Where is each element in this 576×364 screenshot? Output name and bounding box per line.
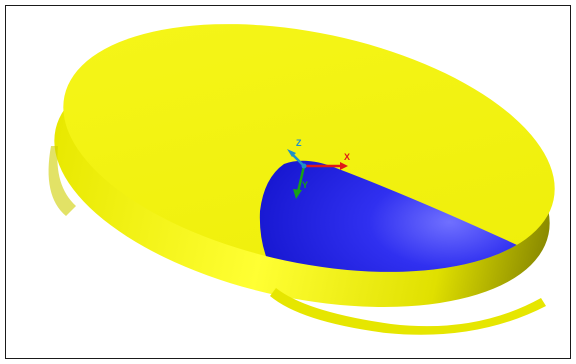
y-axis-arrow-icon — [293, 189, 302, 199]
x-axis-label: X — [344, 152, 350, 162]
x-axis-arrow-icon — [340, 162, 348, 170]
coordinate-triad: Z X Y — [287, 138, 350, 199]
y-axis-label: Y — [302, 180, 308, 190]
model-canvas: Z X Y — [48, 24, 566, 335]
origin-dot — [301, 163, 307, 169]
3d-viewport[interactable]: Z X Y — [5, 5, 571, 359]
y-axis-line — [296, 165, 306, 193]
z-axis-label: Z — [296, 138, 302, 148]
z-axis-arrow-icon — [287, 149, 296, 157]
disc-rim-strip — [270, 288, 546, 335]
